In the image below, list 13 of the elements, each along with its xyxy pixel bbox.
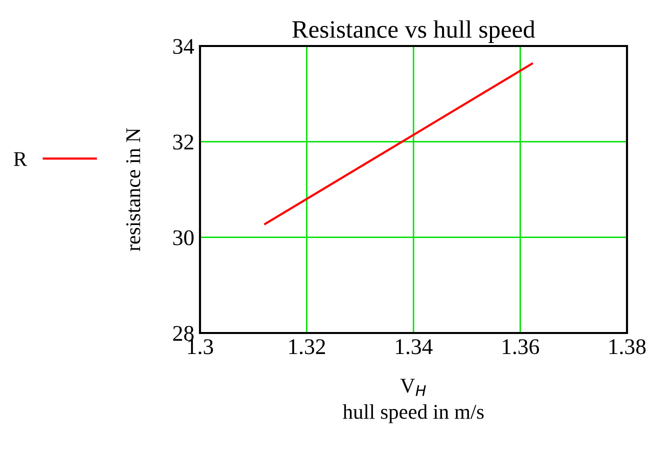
y-tick-label: 32 bbox=[173, 134, 194, 150]
y-tick-label: 28 bbox=[173, 326, 194, 341]
chart-title: Resistance vs hull speed bbox=[292, 20, 536, 43]
y-axis-title: resistance in N bbox=[126, 128, 140, 251]
x-tick-label: 1.38 bbox=[610, 339, 646, 354]
x-tick-label: 1.32 bbox=[289, 339, 325, 354]
x-tick-label: 1.34 bbox=[396, 339, 433, 354]
y-tick-label: 34 bbox=[173, 38, 194, 54]
x-tick-label: 1.3 bbox=[188, 339, 214, 354]
legend-label: R bbox=[14, 152, 28, 166]
x-tick-label: 1.36 bbox=[502, 339, 540, 354]
y-tick-label: 30 bbox=[173, 230, 194, 246]
x-axis-title: V$_{H}$ hull speed in m/s bbox=[342, 378, 484, 424]
